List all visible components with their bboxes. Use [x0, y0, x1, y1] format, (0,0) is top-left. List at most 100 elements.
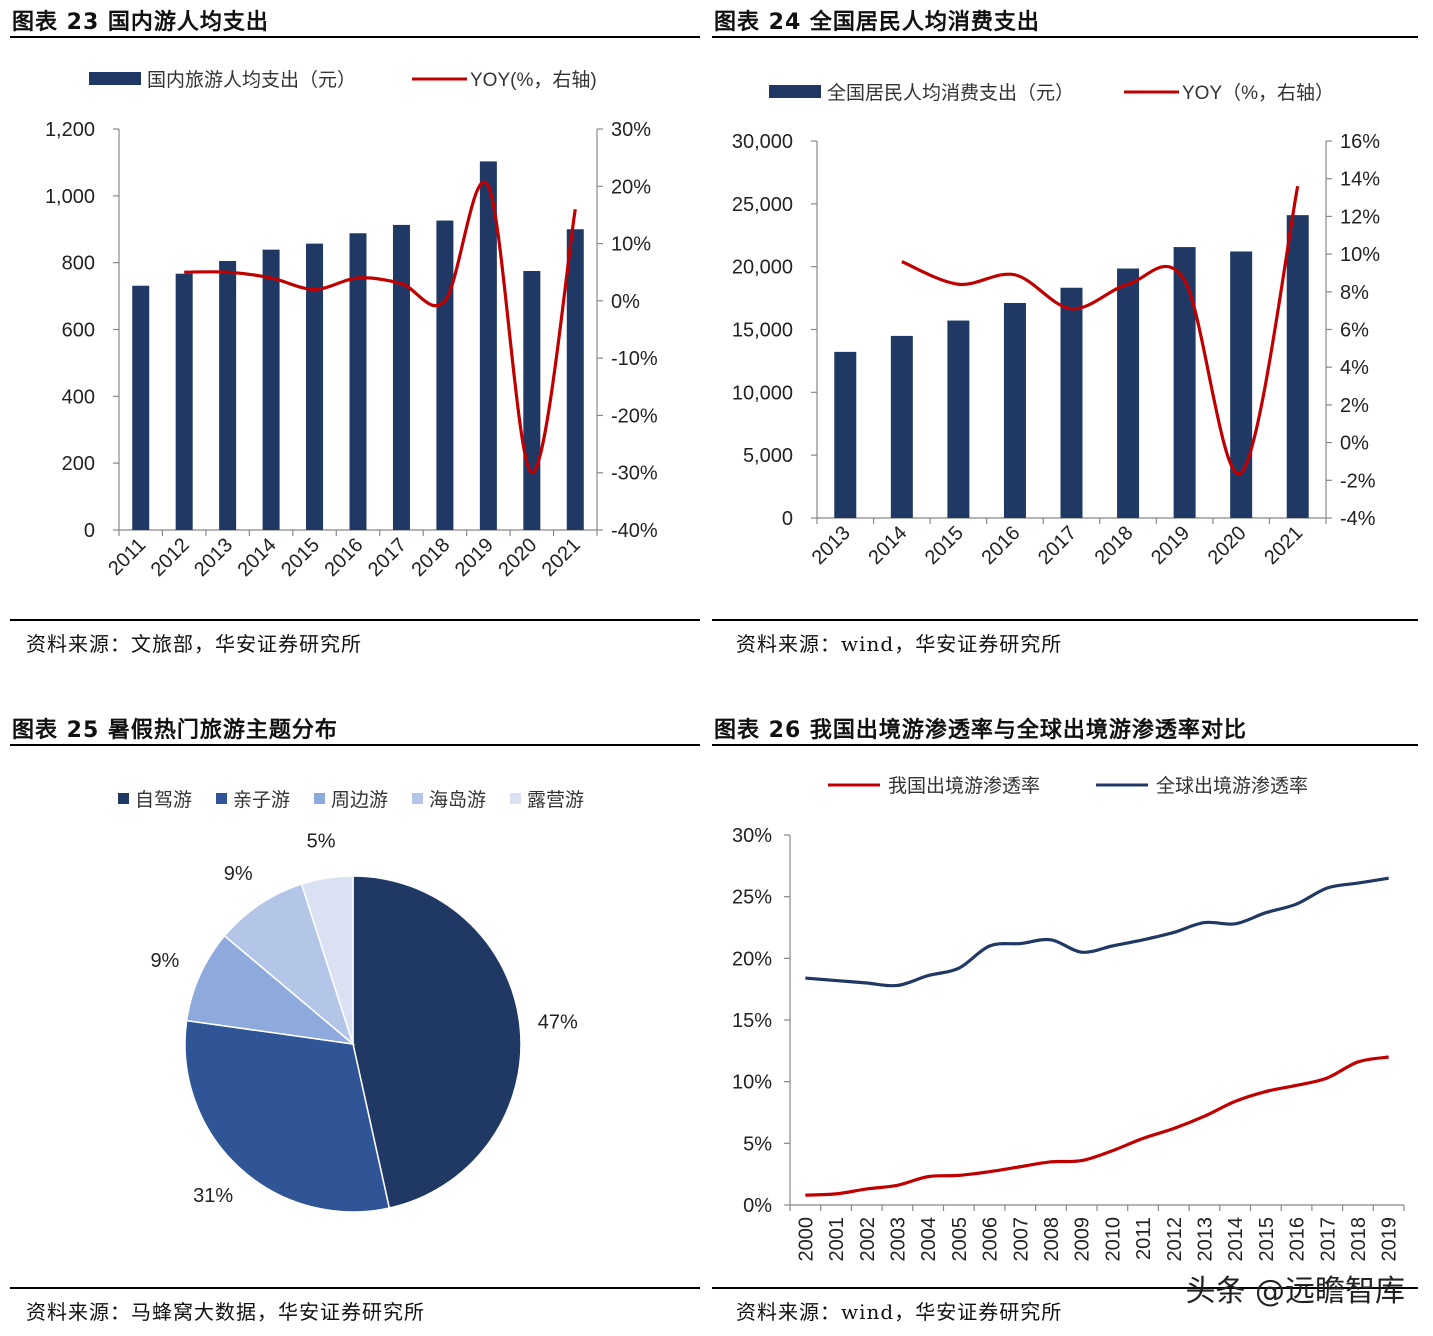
left-axis-tick-label: 15,000	[732, 320, 793, 342]
pie-slice-3	[185, 934, 356, 1046]
chart-24-source-rule	[712, 619, 1418, 621]
right-axis-tick-label: -4%	[1340, 508, 1376, 530]
x-axis-tick-label: 2018	[1091, 522, 1138, 569]
chart-25-title-rule	[10, 744, 700, 746]
x-axis-tick-label: 2011	[104, 534, 150, 580]
x-axis-tick-label: 2002	[857, 1217, 879, 1262]
left-axis-tick-label: 25,000	[732, 194, 793, 216]
x-axis-tick-label: 2017	[1317, 1217, 1339, 1262]
x-axis-tick-label: 2013	[1194, 1217, 1216, 1262]
right-axis-tick-label: 6%	[1340, 320, 1369, 342]
x-axis-tick-label: 2015	[277, 534, 324, 581]
x-axis-tick-label: 2016	[977, 522, 1024, 569]
left-axis-tick-label: 0	[782, 508, 793, 530]
bar	[306, 243, 324, 530]
bar	[1060, 287, 1083, 518]
x-axis-tick-label: 2013	[190, 534, 237, 581]
legend-label-2: 亲子游	[233, 789, 290, 811]
right-axis-tick-label: -2%	[1340, 470, 1376, 492]
legend-line-label: YOY(%，右轴)	[470, 69, 597, 91]
x-axis-tick-label: 2018	[407, 534, 454, 581]
chart-23: 国内旅游人均支出（元） YOY(%，右轴) 0 200 400 600 800 1,000 1,…	[45, 69, 658, 581]
chart-25-title: 图表 25 暑假热门旅游主题分布	[12, 718, 338, 743]
pie-label-5: 5%	[307, 830, 336, 852]
left-axis-tick-label: 5,000	[743, 445, 793, 467]
bar	[834, 351, 857, 518]
chart-25-source-rule	[10, 1287, 700, 1289]
bar	[436, 220, 454, 531]
y-axis-tick-label: 30%	[732, 825, 772, 847]
x-axis-tick-label: 2017	[364, 534, 411, 581]
left-axis-tick-label: 1,000	[45, 186, 95, 208]
x-axis-tick-label: 2020	[494, 534, 541, 581]
right-axis-tick-label: 2%	[1340, 395, 1369, 417]
x-axis-tick-label: 2020	[1204, 522, 1251, 569]
bar	[392, 224, 410, 531]
chart-24-title: 图表 24 全国居民人均消费支出	[714, 10, 1040, 35]
x-axis-tick-label: 2019	[451, 534, 498, 581]
pie-slice-2	[184, 1019, 391, 1213]
chart-23-title: 图表 23 国内游人均支出	[12, 10, 269, 35]
x-axis-tick-label: 2006	[980, 1217, 1002, 1262]
chart-23-source-rule	[10, 619, 700, 621]
y-axis-tick-label: 0%	[743, 1195, 772, 1217]
bar	[1003, 302, 1026, 518]
legend-bar-swatch	[769, 85, 821, 98]
bar	[132, 285, 150, 530]
right-axis-tick-label: -40%	[611, 520, 658, 542]
left-axis-tick-label: 10,000	[732, 382, 793, 404]
bar	[1230, 251, 1253, 518]
x-axis-tick-label: 2019	[1379, 1217, 1401, 1262]
x-axis-tick-label: 2013	[808, 522, 855, 569]
y-axis-tick-label: 5%	[743, 1133, 772, 1155]
right-axis-tick-label: 4%	[1340, 357, 1369, 379]
legend-bar-swatch	[89, 72, 141, 85]
series-line-1	[805, 1055, 1389, 1197]
legend-label-1: 自驾游	[135, 789, 192, 811]
chart-26-title: 图表 26 我国出境游渗透率与全球出境游渗透率对比	[714, 718, 1247, 743]
left-axis-tick-label: 30,000	[732, 131, 793, 153]
x-axis-tick-label: 2021	[1260, 522, 1307, 569]
y-axis-tick-label: 20%	[732, 948, 772, 970]
x-axis-tick-label: 2016	[1287, 1217, 1309, 1262]
x-axis-tick-label: 2003	[887, 1217, 909, 1262]
y-axis-tick-label: 25%	[732, 887, 772, 909]
bar	[1117, 268, 1140, 518]
x-axis-tick-label: 2007	[1010, 1217, 1032, 1262]
x-axis-tick-label: 2018	[1348, 1217, 1370, 1262]
right-axis-tick-label: 0%	[1340, 433, 1369, 455]
legend-swatch-2	[216, 793, 227, 804]
x-axis-tick-label: 2009	[1072, 1217, 1094, 1262]
x-axis-tick-label: 2010	[1102, 1217, 1124, 1262]
legend-swatch-5	[510, 793, 521, 804]
x-axis-tick-label: 2012	[1164, 1217, 1186, 1262]
x-axis-tick-label: 2008	[1041, 1217, 1063, 1262]
right-axis-tick-label: 14%	[1340, 169, 1380, 191]
bar	[947, 320, 970, 518]
pie-slice-4	[223, 883, 355, 1047]
bar	[1286, 215, 1309, 519]
bar	[523, 271, 541, 530]
legend-label-3: 周边游	[331, 789, 388, 811]
x-axis-tick-label: 2004	[918, 1217, 940, 1262]
chart-25: 自驾游 亲子游 周边游 海岛游 露营游 47% 31% 9% 9% 5%	[118, 789, 584, 1213]
legend-swatch-3	[314, 793, 325, 804]
chart-26-source-rule	[712, 1287, 1418, 1289]
x-axis-tick-label: 2015	[1256, 1217, 1278, 1262]
chart-24-source: 资料来源：wind，华安证券研究所	[736, 632, 1063, 656]
chart-24: 全国居民人均消费支出（元） YOY（%，右轴） 0 5,000 10,000 15,000…	[732, 82, 1380, 569]
left-axis-tick-label: 800	[62, 253, 95, 275]
left-axis-tick-label: 20,000	[732, 257, 793, 279]
right-axis-tick-label: -10%	[611, 348, 658, 370]
right-axis-tick-label: 12%	[1340, 206, 1380, 228]
x-axis-tick-label: 2016	[321, 534, 368, 581]
right-axis-tick-label: 8%	[1340, 282, 1369, 304]
right-axis-tick-label: -30%	[611, 463, 658, 485]
left-axis-tick-label: 200	[62, 453, 95, 475]
x-axis-tick-label: 2015	[921, 522, 968, 569]
legend-label-5: 露营游	[527, 789, 584, 811]
legend-label-1: 我国出境游渗透率	[888, 775, 1040, 797]
x-axis-tick-label: 2012	[147, 534, 194, 581]
x-axis-tick-label: 2021	[538, 534, 585, 581]
bar	[566, 229, 584, 530]
